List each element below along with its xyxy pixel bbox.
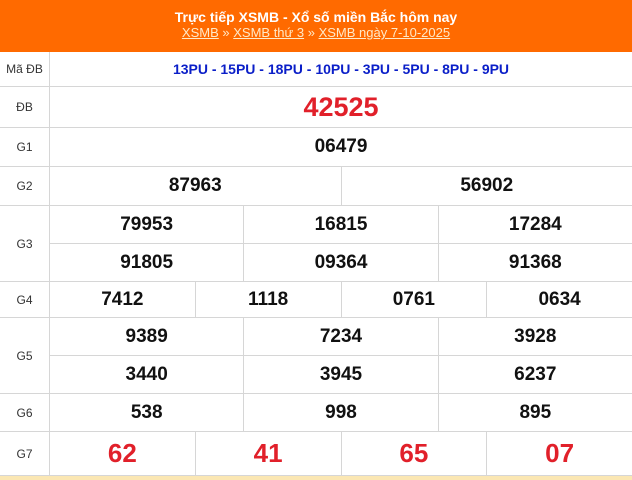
footer-strip	[0, 476, 632, 480]
prize-number: 0761	[340, 282, 487, 317]
breadcrumb: XSMB » XSMB thứ 3 » XSMB ngày 7-10-2025	[0, 25, 632, 41]
prize-number: 7234	[243, 318, 437, 355]
prize-number: 56902	[340, 167, 632, 205]
row-db: ĐB 42525	[0, 87, 632, 128]
prize-number: 538	[130, 401, 163, 423]
prize-number: 62	[107, 438, 137, 468]
prize-number: 41	[194, 432, 341, 475]
row-label: G4	[0, 282, 50, 317]
prize-number: 895	[437, 394, 632, 431]
breadcrumb-separator: »	[222, 25, 230, 40]
breadcrumb-separator: »	[307, 25, 315, 40]
prize-number: 6237	[437, 356, 632, 393]
breadcrumb-xsmb-date[interactable]: XSMB ngày 7-10-2025	[318, 25, 451, 40]
prize-number: 06479	[314, 136, 368, 157]
row-g7: G7 62 41 65 07	[0, 432, 632, 476]
prize-number: 91368	[437, 244, 632, 281]
row-label: G2	[0, 167, 50, 205]
row-label: G6	[0, 394, 50, 431]
prize-number: 91805	[120, 251, 174, 273]
prize-number: 16815	[243, 206, 437, 243]
prize-number: 65	[340, 432, 487, 475]
prize-number: 9389	[125, 325, 168, 347]
prize-number: 07	[486, 432, 632, 475]
row-g1: G1 06479	[0, 128, 632, 167]
prize-number: 3945	[243, 356, 437, 393]
row-g3: G3 79953 16815 17284 91805 09364 91368	[0, 206, 632, 282]
row-label: G7	[0, 432, 50, 475]
prize-number: 7412	[101, 288, 144, 310]
prize-number: 3928	[437, 318, 632, 355]
page-header: Trực tiếp XSMB - Xổ số miền Bắc hôm nay …	[0, 0, 632, 52]
prize-number: 09364	[243, 244, 437, 281]
prize-number: 87963	[168, 175, 222, 196]
prize-number: 17284	[437, 206, 632, 243]
row-g4: G4 7412 1118 0761 0634	[0, 282, 632, 318]
row-label: G3	[0, 206, 50, 281]
prize-number: 79953	[120, 213, 174, 235]
prize-number: 42525	[303, 91, 379, 122]
prize-number: 0634	[486, 282, 632, 317]
special-code: 13PU - 15PU - 18PU - 10PU - 3PU - 5PU - …	[172, 61, 510, 77]
row-g2: G2 87963 56902	[0, 167, 632, 206]
row-label: G5	[0, 318, 50, 393]
breadcrumb-xsmb-thu-3[interactable]: XSMB thứ 3	[233, 25, 305, 40]
row-g5: G5 9389 7234 3928 3440 3945 6237	[0, 318, 632, 394]
row-label: Mã ĐB	[0, 52, 50, 86]
breadcrumb-xsmb[interactable]: XSMB	[181, 25, 219, 40]
prize-number: 998	[243, 394, 437, 431]
row-madb: Mã ĐB 13PU - 15PU - 18PU - 10PU - 3PU - …	[0, 52, 632, 87]
row-g6: G6 538 998 895	[0, 394, 632, 432]
prize-number: 1118	[194, 282, 341, 317]
row-label: G1	[0, 128, 50, 166]
prize-number: 3440	[125, 363, 168, 385]
row-label: ĐB	[0, 87, 50, 127]
page-title: Trực tiếp XSMB - Xổ số miền Bắc hôm nay	[174, 9, 458, 25]
